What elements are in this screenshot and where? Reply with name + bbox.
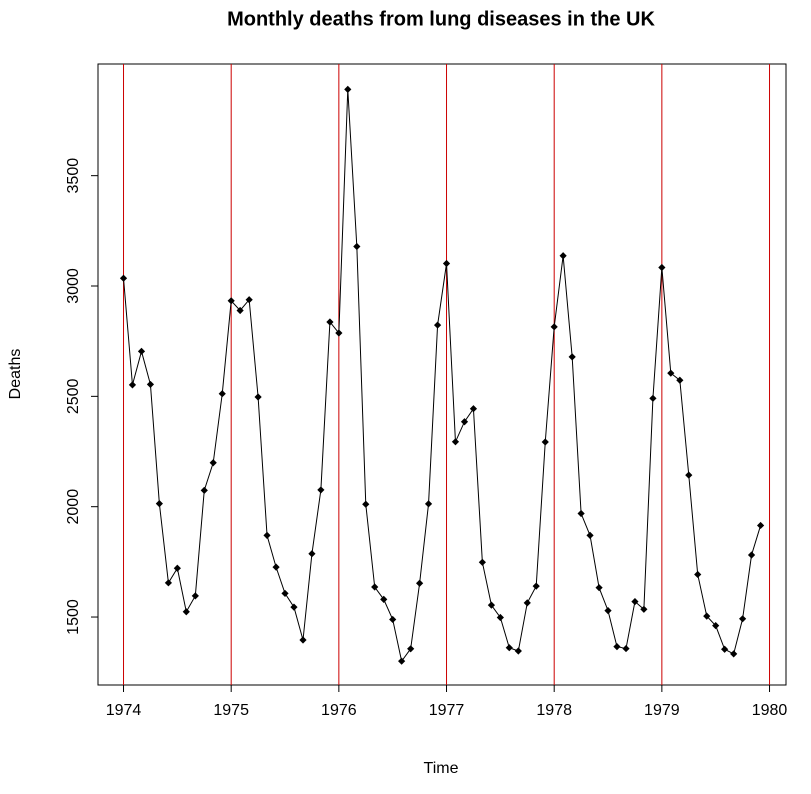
- point: [586, 531, 594, 539]
- point: [658, 263, 666, 272]
- point: [613, 643, 621, 651]
- point: [478, 558, 486, 566]
- point: [640, 605, 648, 613]
- point: [344, 85, 352, 93]
- point: [747, 551, 756, 559]
- point: [532, 582, 540, 590]
- point: [469, 405, 478, 413]
- point: [604, 607, 612, 615]
- point: [739, 615, 747, 623]
- point: [227, 297, 235, 305]
- point: [173, 564, 181, 572]
- point: [416, 579, 424, 587]
- x-tick-label: 1975: [213, 702, 249, 719]
- point: [676, 376, 684, 384]
- x-tick-label: 1977: [429, 702, 465, 719]
- point: [407, 645, 415, 653]
- point: [353, 242, 361, 251]
- point: [595, 584, 603, 592]
- point: [622, 644, 630, 653]
- point: [460, 418, 469, 426]
- point: [550, 323, 558, 331]
- y-tick-label: 2000: [65, 489, 82, 525]
- point: [290, 603, 298, 611]
- point: [299, 636, 307, 644]
- point: [703, 612, 711, 620]
- point: [541, 438, 549, 446]
- point: [182, 608, 190, 616]
- point: [200, 486, 208, 494]
- point: [451, 438, 460, 446]
- y-axis-label: Deaths: [7, 349, 24, 400]
- point: [442, 259, 451, 268]
- x-tick-label: 1976: [321, 702, 357, 719]
- point: [236, 306, 244, 315]
- point: [218, 390, 226, 398]
- y-tick-label: 3000: [65, 268, 82, 304]
- x-axis-label: Time: [424, 760, 459, 777]
- point: [272, 563, 280, 571]
- point: [263, 531, 271, 539]
- point: [424, 500, 433, 508]
- plot-frame: [97, 63, 787, 686]
- point: [685, 471, 693, 479]
- point: [577, 509, 585, 518]
- point: [694, 570, 702, 579]
- point: [371, 583, 379, 591]
- point: [433, 321, 442, 329]
- point: [712, 622, 720, 630]
- point: [137, 347, 146, 355]
- y-tick-label: 3500: [65, 158, 82, 194]
- point: [146, 380, 155, 389]
- x-tick-label: 1979: [644, 702, 680, 719]
- point: [191, 592, 199, 600]
- point: [308, 550, 316, 558]
- point: [209, 459, 217, 467]
- y-tick-label: 1500: [65, 599, 82, 635]
- point: [119, 274, 128, 282]
- x-tick-label: 1978: [536, 702, 572, 719]
- point: [756, 521, 765, 530]
- point: [523, 599, 531, 607]
- point: [362, 500, 370, 508]
- point: [164, 579, 173, 587]
- point: [380, 595, 388, 603]
- point: [281, 589, 289, 598]
- point: [128, 381, 137, 389]
- x-tick-label: 1974: [106, 702, 142, 719]
- point: [631, 597, 639, 606]
- point: [667, 369, 675, 377]
- point: [326, 318, 334, 326]
- point: [559, 252, 567, 260]
- point: [487, 601, 496, 609]
- point: [568, 353, 576, 361]
- point: [730, 650, 738, 658]
- point: [254, 393, 262, 401]
- point: [649, 394, 657, 402]
- point: [505, 644, 513, 652]
- point: [317, 486, 325, 494]
- point: [335, 329, 343, 337]
- series-line: [123, 89, 762, 663]
- point: [155, 499, 163, 508]
- point: [721, 645, 729, 653]
- point: [398, 657, 406, 665]
- point: [245, 296, 253, 304]
- point: [514, 647, 522, 655]
- point: [389, 615, 397, 624]
- y-tick-label: 2500: [65, 378, 82, 414]
- x-tick-label: 1980: [752, 702, 788, 719]
- point: [496, 613, 504, 622]
- chart-title: Monthly deaths from lung diseases in the…: [227, 8, 655, 30]
